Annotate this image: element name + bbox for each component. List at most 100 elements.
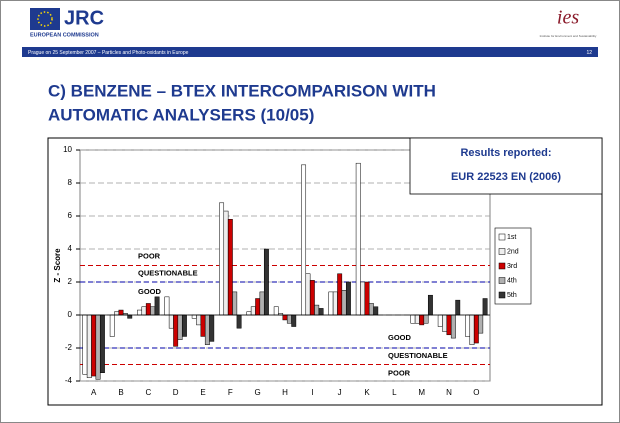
annotation-box [409, 137, 603, 195]
bar [419, 314, 425, 326]
bar [318, 308, 324, 316]
slide-title: C) BENZENE – BTEX INTERCOMPARISON WITH [48, 81, 436, 100]
legend-label: 1st [507, 234, 516, 241]
bar [181, 314, 187, 337]
bar [368, 303, 374, 316]
bar [250, 306, 256, 316]
footer-bar [22, 47, 598, 57]
zone-label: POOR [138, 251, 161, 260]
bar [446, 314, 452, 336]
y-tick-label: -2 [65, 343, 73, 352]
bar [282, 314, 288, 321]
bar [437, 314, 443, 327]
legend-swatch [498, 291, 506, 299]
bar [345, 281, 351, 316]
bar [314, 304, 320, 316]
jrc-subtitle: EUROPEAN COMMISSION [30, 32, 99, 38]
y-axis-label: Z - Score [53, 248, 62, 283]
bar [118, 309, 124, 316]
bar [204, 314, 210, 345]
legend-swatch [498, 262, 506, 270]
legend-swatch [498, 277, 506, 284]
x-tick-label: B [118, 388, 123, 397]
annotation-text: Results reported: [460, 147, 551, 159]
bar [154, 296, 160, 316]
bar [450, 314, 456, 339]
bar [442, 314, 448, 332]
bar [109, 314, 115, 337]
legend-box [494, 227, 532, 305]
bar [232, 291, 238, 316]
bar [478, 314, 484, 334]
bar [209, 314, 215, 342]
x-tick-label: C [145, 388, 151, 397]
bar [328, 291, 334, 316]
bar [332, 291, 338, 316]
bar [360, 281, 366, 316]
bar [99, 314, 105, 373]
bar [427, 294, 433, 316]
bar [273, 306, 279, 316]
y-tick-label: 4 [68, 244, 73, 253]
bar [127, 314, 133, 319]
bar [173, 314, 179, 347]
bar [200, 314, 206, 337]
bar [164, 296, 170, 316]
bar [473, 314, 479, 344]
bar [86, 314, 92, 378]
zone-label: QUESTIONABLE [388, 351, 448, 360]
bar [82, 314, 88, 375]
bar [236, 314, 242, 329]
bar [219, 202, 225, 316]
x-tick-label: O [473, 388, 479, 397]
bar [141, 306, 147, 316]
legend-swatch [498, 248, 506, 255]
x-tick-label: M [418, 388, 425, 397]
legend-label: 2nd [507, 248, 519, 255]
legend-swatch [498, 233, 506, 241]
x-tick-label: N [446, 388, 452, 397]
bar [145, 303, 151, 316]
bar [465, 314, 471, 337]
bar [301, 164, 307, 316]
legend-label: 3rd [507, 263, 517, 270]
ies-subtitle: Institute for Environment and Sustainabi… [540, 34, 597, 38]
x-tick-label: K [364, 388, 370, 397]
legend-label: 4th [507, 277, 517, 284]
bar [114, 311, 120, 316]
bar [150, 306, 156, 316]
bar [423, 314, 429, 324]
eu-stars [37, 11, 53, 27]
bar [263, 248, 269, 316]
legend-label: 5th [507, 292, 517, 299]
bar [223, 210, 229, 316]
bar [137, 309, 143, 316]
bar [255, 298, 261, 316]
bar [191, 314, 197, 319]
bar [364, 281, 370, 316]
jrc-logo: JRC [64, 7, 104, 29]
y-tick-label: 2 [68, 277, 73, 286]
x-tick-label: H [282, 388, 288, 397]
bar [95, 314, 101, 380]
zone-label: POOR [388, 368, 411, 377]
slide-title: AUTOMATIC ANALYSERS (10/05) [48, 105, 314, 124]
y-tick-label: 10 [63, 145, 72, 154]
x-tick-label: L [392, 388, 397, 397]
footer-text: Prague on 25 September 2007 – Particles … [28, 50, 189, 56]
x-tick-label: A [91, 388, 97, 397]
bar [355, 162, 361, 316]
eu-flag [30, 8, 60, 30]
y-tick-label: 0 [68, 310, 73, 319]
page-number: 12 [586, 50, 592, 56]
bar [341, 290, 347, 316]
bar [414, 314, 420, 324]
zone-label: QUESTIONABLE [138, 269, 198, 278]
bar [286, 314, 292, 324]
chart: -4 -2 0 2 4 6 8 10 Z - Score POOR QUESTIONABLE GOOD… [53, 137, 603, 397]
y-tick-label: -4 [65, 376, 73, 385]
y-tick-label: 8 [68, 178, 73, 187]
bar [337, 273, 343, 316]
bar [455, 299, 461, 316]
